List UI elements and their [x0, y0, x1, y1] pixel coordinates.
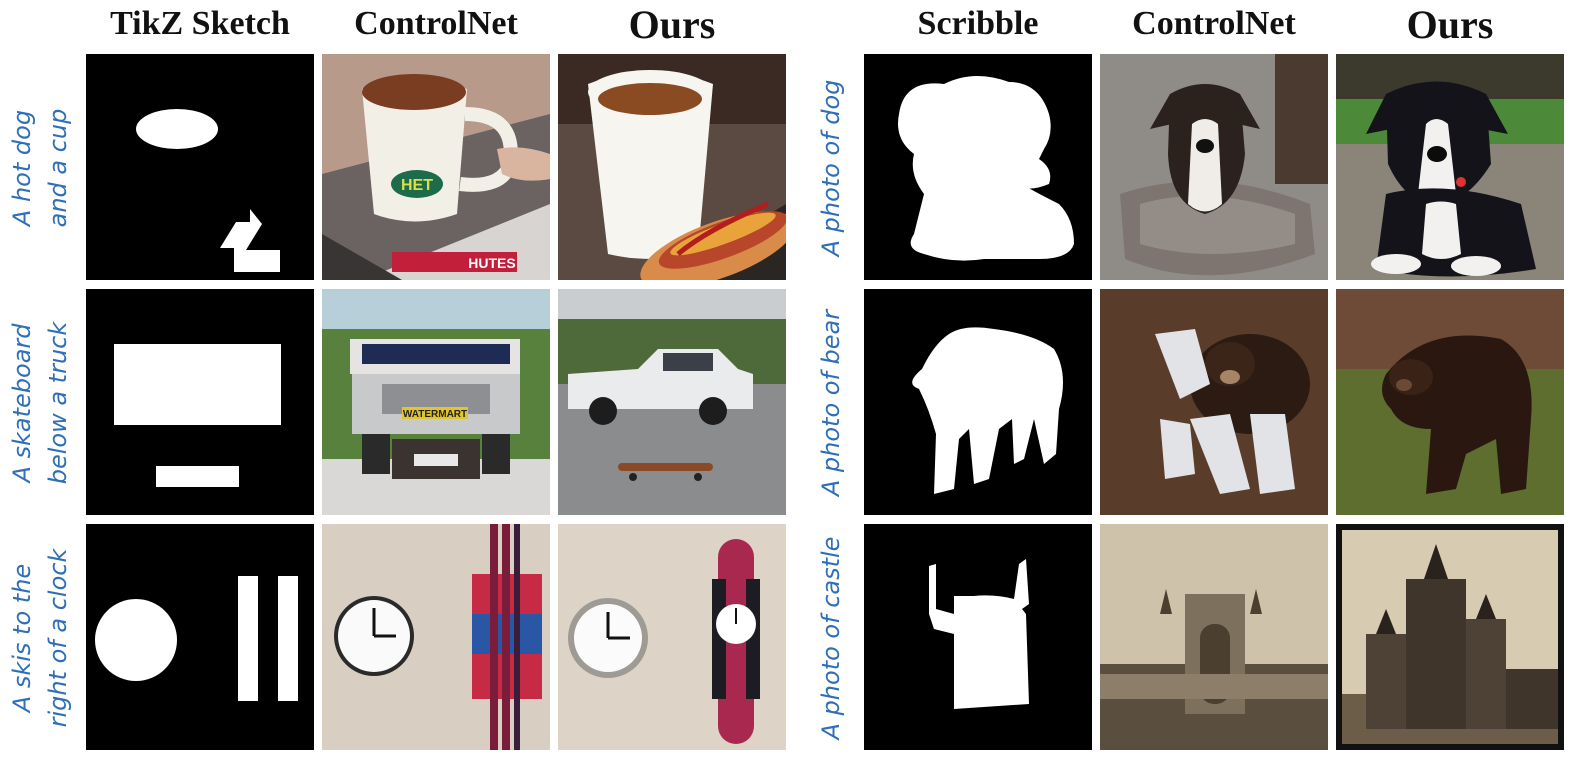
controlnet-truck-image: WATERMART: [322, 289, 550, 515]
scribble-bear: [864, 289, 1092, 515]
controlnet-castle-image: [1100, 524, 1328, 750]
prompt-castle: A photo of castle: [791, 525, 871, 751]
cup-packet-text: HUTES: [468, 255, 515, 271]
prompt-line: A skateboard: [8, 323, 36, 483]
tikz-sketch-hotdog-cup: [86, 54, 314, 280]
prompt-skateboard-truck: A skateboard below a truck: [0, 290, 80, 516]
prompt-skis-clock: A skis to the right of a clock: [0, 525, 80, 751]
tikz-sketch-skateboard-truck: [86, 289, 314, 515]
controlnet-skis-clock-image: [322, 524, 550, 750]
prompt-line: A hot dog: [8, 109, 36, 227]
prompt-line: A photo of dog: [817, 79, 845, 257]
controlnet-dog-image: [1100, 54, 1328, 280]
prompt-line: A photo of castle: [817, 536, 845, 740]
header-controlnet-left: ControlNet: [354, 5, 518, 42]
controlnet-bear-image: [1100, 289, 1328, 515]
header-ours-right: Ours: [1406, 1, 1494, 47]
prompt-line: right of a clock: [44, 548, 72, 728]
scribble-castle: [864, 524, 1092, 750]
tikz-sketch-skis-clock: [86, 524, 314, 750]
ours-skateboard-truck-image: [558, 289, 786, 515]
ours-hotdog-cup-image: [558, 54, 786, 280]
ours-dog-image: [1336, 54, 1564, 280]
ours-skis-clock-image: [558, 524, 786, 750]
cup-logo-text: HET: [401, 177, 433, 194]
truck-plate-text: WATERMART: [403, 409, 467, 420]
header-scribble: Scribble: [917, 5, 1039, 42]
prompt-hotdog-cup: A hot dog and a cup: [0, 55, 80, 281]
ours-castle-image: [1336, 524, 1564, 750]
scribble-dog: [864, 54, 1092, 280]
prompt-line: A skis to the: [8, 563, 36, 713]
prompt-line: A photo of bear: [817, 309, 845, 497]
ours-bear-image: [1336, 289, 1564, 515]
prompt-line: and a cup: [44, 108, 72, 228]
prompt-bear: A photo of bear: [791, 290, 871, 516]
header-controlnet-right: ControlNet: [1132, 5, 1296, 42]
prompt-dog: A photo of dog: [791, 55, 871, 281]
controlnet-cup-image: HET HUTES: [322, 54, 550, 280]
header-tikz-sketch: TikZ Sketch: [110, 5, 290, 42]
prompt-line: below a truck: [44, 321, 72, 485]
header-ours-left: Ours: [628, 1, 716, 47]
